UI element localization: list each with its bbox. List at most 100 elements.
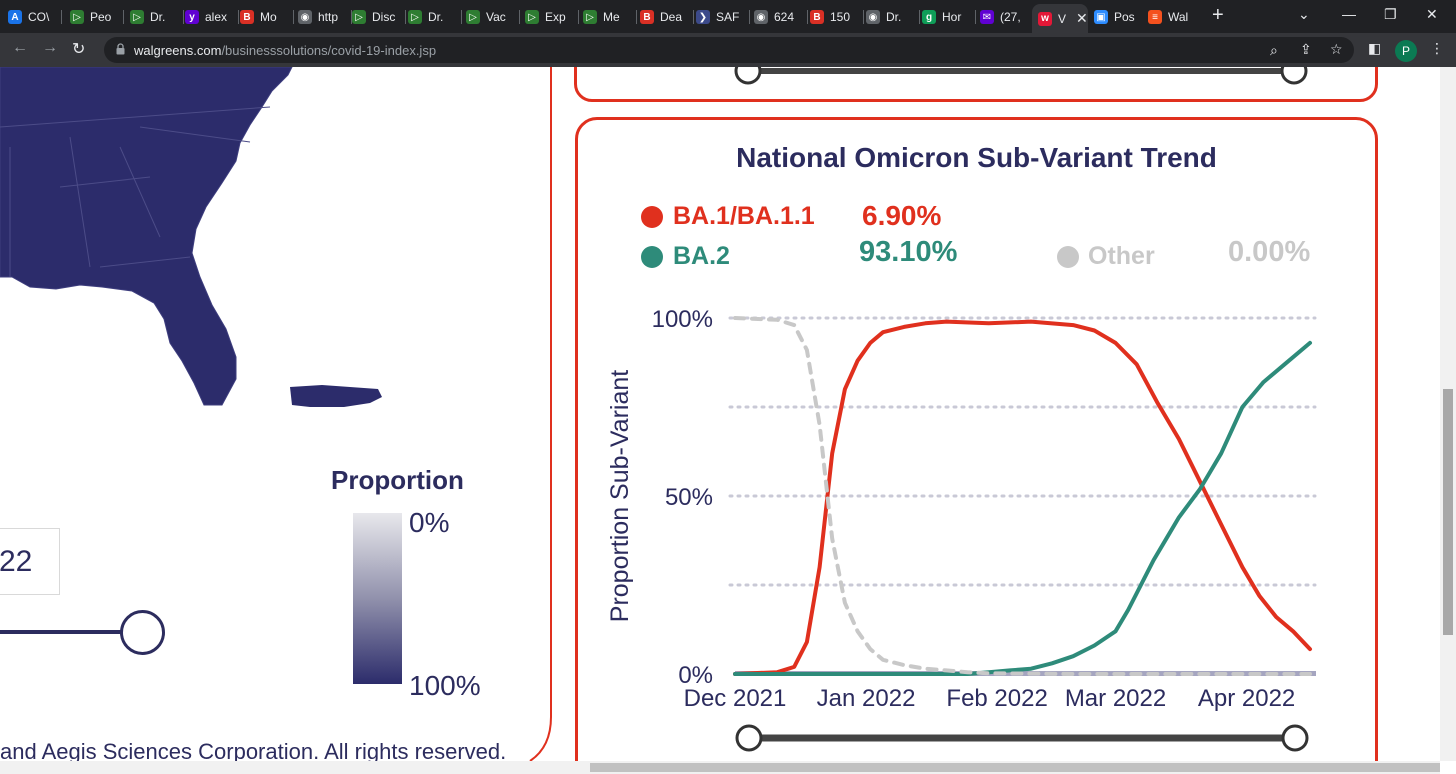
browser-tab[interactable]: ❯ SAF: [696, 4, 750, 30]
browser-tab[interactable]: ▷ Me: [583, 4, 637, 30]
browser-tab[interactable]: y alex: [185, 4, 239, 30]
browser-tab[interactable]: B 150: [810, 4, 864, 30]
tab-label: CO\: [28, 10, 50, 24]
tab-label: Disc: [372, 10, 396, 24]
range-slider-end-handle[interactable]: [1281, 724, 1309, 752]
browser-tab[interactable]: ◉ Dr.: [866, 4, 920, 30]
back-icon[interactable]: ←: [12, 39, 28, 56]
map-slider-handle[interactable]: [120, 610, 165, 655]
browser-tab[interactable]: ▷ Vac: [466, 4, 520, 30]
active-tab[interactable]: w V ✕: [1032, 4, 1088, 33]
tab-favicon-icon: ❯: [696, 10, 710, 24]
side-panel-icon[interactable]: ◧: [1368, 40, 1382, 56]
browser-tab[interactable]: ▷ Disc: [352, 4, 406, 30]
legend-min-label: 0%: [409, 507, 450, 538]
x-axis-baseline: [735, 671, 1316, 676]
tab-separator: [919, 10, 920, 24]
us-map: [0, 67, 382, 407]
tab-favicon-icon: ◉: [298, 10, 312, 24]
tab-separator: [461, 10, 462, 24]
tab-separator: [749, 10, 750, 24]
tab-separator: [238, 10, 239, 24]
menu-kebab-icon[interactable]: ⋮: [1430, 40, 1444, 56]
x-tick-label: Dec 2021: [684, 685, 787, 712]
new-tab-icon[interactable]: +: [1212, 4, 1224, 26]
legend-value-ba2: 93.10%: [859, 236, 958, 268]
share-icon[interactable]: ⇪: [1300, 41, 1312, 57]
legend-max-label: 100%: [409, 670, 481, 701]
browser-tab[interactable]: ▷ Dr.: [130, 4, 184, 30]
tab-label: (27,: [1000, 10, 1021, 24]
close-window-icon[interactable]: ✕: [1426, 6, 1438, 22]
reload-icon[interactable]: ↻: [72, 41, 86, 58]
restore-icon[interactable]: ❐: [1384, 6, 1397, 22]
horizontal-scroll-thumb[interactable]: [590, 763, 1440, 772]
y-tick-label: 100%: [652, 306, 713, 333]
zoom-icon[interactable]: ⌕: [1270, 42, 1278, 58]
tab-separator: [61, 10, 62, 24]
browser-tab[interactable]: A CO\: [8, 4, 62, 30]
tab-label: Dr.: [150, 10, 166, 24]
browser-tab[interactable]: ◉ http: [298, 4, 352, 30]
close-tab-icon[interactable]: ✕: [1076, 10, 1088, 26]
map-slider-track[interactable]: [0, 630, 125, 634]
vertical-scrollbar[interactable]: [1440, 67, 1456, 761]
tab-favicon-icon: ▷: [70, 10, 84, 24]
legend-dot-ba1: [641, 206, 663, 228]
tab-favicon-icon: y: [185, 10, 199, 24]
browser-tab[interactable]: B Mo: [240, 4, 294, 30]
browser-tab[interactable]: ◉ 624: [754, 4, 808, 30]
legend-dot-ba2: [641, 246, 663, 268]
browser-tab[interactable]: g Hor: [922, 4, 976, 30]
range-slider-start-handle[interactable]: [735, 724, 763, 752]
tab-separator: [975, 10, 976, 24]
previous-card-slider[interactable]: [0, 67, 1440, 107]
tab-favicon-icon: B: [240, 10, 254, 24]
url-host: walgreens.com: [134, 43, 222, 58]
puerto-rico-shape: [290, 385, 382, 407]
legend-dot-other: [1057, 246, 1079, 268]
browser-tab[interactable]: B Dea: [640, 4, 694, 30]
legend-title: Proportion: [331, 465, 464, 495]
tab-label: Dr.: [886, 10, 902, 24]
tab-favicon-icon: ▷: [408, 10, 422, 24]
browser-tab[interactable]: ≡ Wal: [1148, 4, 1200, 30]
tab-favicon-icon: ▷: [583, 10, 597, 24]
series-line-ba-1-ba-1-1: [733, 319, 1312, 676]
left-card-border: [529, 67, 552, 761]
tab-label: Peo: [90, 10, 112, 24]
tab-favicon-icon: B: [640, 10, 654, 24]
tab-favicon-icon: w: [1038, 11, 1052, 26]
color-scale-bar: [353, 513, 402, 684]
y-tick-label: 0%: [678, 662, 713, 689]
url-text: walgreens.com/businesssolutions/covid-19…: [134, 43, 436, 58]
tab-favicon-icon: g: [922, 10, 936, 24]
tab-label: 150: [830, 10, 851, 24]
vertical-scroll-thumb[interactable]: [1443, 389, 1453, 635]
minimize-icon[interactable]: —: [1342, 6, 1356, 22]
tab-label: alex: [205, 10, 228, 24]
forward-icon[interactable]: →: [42, 39, 58, 56]
browser-tab[interactable]: ▷ Dr.: [408, 4, 462, 30]
tab-favicon-icon: ▷: [130, 10, 144, 24]
bookmark-star-icon[interactable]: ☆: [1330, 41, 1343, 57]
x-tick-label: Feb 2022: [946, 685, 1047, 712]
browser-tab[interactable]: ✉ (27,: [980, 4, 1034, 30]
legend-value-ba1: 6.90%: [862, 200, 942, 231]
series-line-ba-2: [733, 340, 1312, 676]
tab-label: Hor: [942, 10, 962, 24]
tab-favicon-icon: ▷: [466, 10, 480, 24]
tab-favicon-icon: ◉: [866, 10, 880, 24]
browser-tab[interactable]: ▷ Exp: [525, 4, 579, 30]
x-tick-label: Mar 2022: [1065, 685, 1166, 712]
tab-label: Pos: [1114, 10, 1135, 24]
tab-search-icon[interactable]: ⌄: [1298, 6, 1310, 22]
browser-tab[interactable]: ▣ Pos: [1094, 4, 1146, 30]
horizontal-scrollbar[interactable]: [0, 761, 1440, 774]
address-bar[interactable]: walgreens.com/businesssolutions/covid-19…: [104, 37, 1354, 63]
tab-favicon-icon: ▣: [1094, 10, 1108, 24]
date-input[interactable]: 22: [0, 528, 60, 595]
tab-separator: [578, 10, 579, 24]
profile-avatar[interactable]: P: [1395, 40, 1417, 62]
browser-tab[interactable]: ▷ Peo: [70, 4, 124, 30]
